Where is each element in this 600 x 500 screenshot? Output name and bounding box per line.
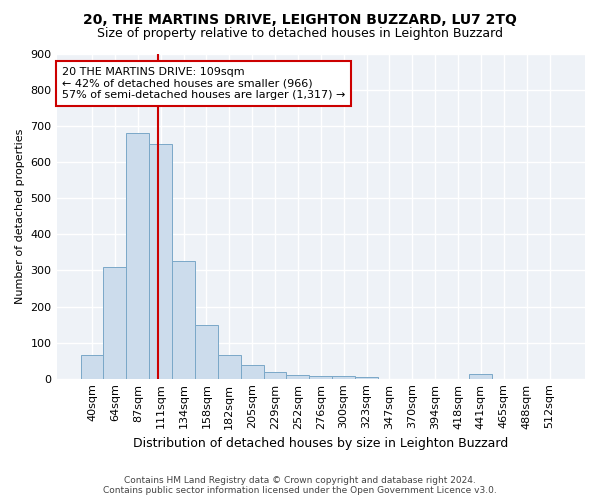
Text: 20, THE MARTINS DRIVE, LEIGHTON BUZZARD, LU7 2TQ: 20, THE MARTINS DRIVE, LEIGHTON BUZZARD,… bbox=[83, 12, 517, 26]
Bar bbox=[286, 375, 310, 378]
Bar bbox=[149, 144, 172, 378]
Bar bbox=[241, 365, 263, 378]
Bar bbox=[218, 355, 241, 378]
Bar bbox=[172, 262, 195, 378]
Bar bbox=[469, 374, 493, 378]
Text: Size of property relative to detached houses in Leighton Buzzard: Size of property relative to detached ho… bbox=[97, 28, 503, 40]
Bar bbox=[195, 324, 218, 378]
Y-axis label: Number of detached properties: Number of detached properties bbox=[15, 128, 25, 304]
Text: 20 THE MARTINS DRIVE: 109sqm
← 42% of detached houses are smaller (966)
57% of s: 20 THE MARTINS DRIVE: 109sqm ← 42% of de… bbox=[62, 67, 345, 100]
X-axis label: Distribution of detached houses by size in Leighton Buzzard: Distribution of detached houses by size … bbox=[133, 437, 508, 450]
Text: Contains HM Land Registry data © Crown copyright and database right 2024.
Contai: Contains HM Land Registry data © Crown c… bbox=[103, 476, 497, 495]
Bar bbox=[310, 376, 332, 378]
Bar bbox=[103, 267, 127, 378]
Bar bbox=[355, 377, 378, 378]
Bar bbox=[80, 355, 103, 378]
Bar bbox=[332, 376, 355, 378]
Bar bbox=[263, 372, 286, 378]
Bar bbox=[127, 134, 149, 378]
